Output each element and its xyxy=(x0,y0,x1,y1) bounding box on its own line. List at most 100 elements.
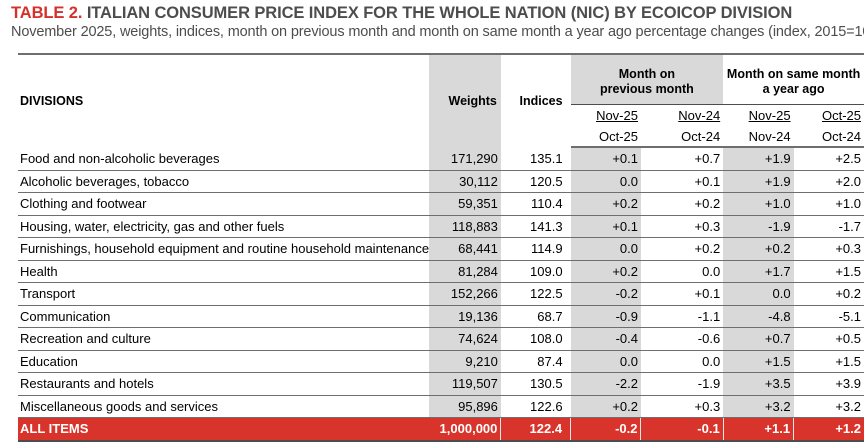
cell-mom-previous-year: +0.7 xyxy=(640,147,724,171)
cell-yoy-current: +0.7 xyxy=(723,327,794,351)
table-row: Communication 19,136 68.7 -0.9 -1.1 -4.8 -5.1 xyxy=(18,305,864,328)
cell-mom-current: 0.0 xyxy=(570,170,641,193)
table-row: Education 9,210 87.4 0.0 0.0 +1.5 +1.5 xyxy=(18,350,864,373)
cell-yoy-previous-month: +2.5 xyxy=(793,147,864,171)
table-row: Food and non-alcoholic beverages 171,290 1… xyxy=(18,147,864,171)
cell-index: 135.1 xyxy=(500,147,571,171)
cell-division: Alcoholic beverages, tobacco xyxy=(18,170,430,193)
cell-division: Transport xyxy=(18,282,430,306)
cell-weight: 81,284 xyxy=(429,260,501,283)
cell-index: 122.4 xyxy=(500,417,572,442)
header-period-mom-cur-top: Nov-25 xyxy=(596,108,638,123)
cell-mom-previous-year: -0.6 xyxy=(640,327,724,351)
cell-yoy-current: +1.0 xyxy=(723,192,794,216)
cell-mom-previous-year: -1.9 xyxy=(640,372,724,396)
cell-index: 130.5 xyxy=(500,372,571,396)
cell-yoy-previous-month: +0.5 xyxy=(793,327,864,351)
cpi-table: DIVISIONS Weights Indices Month on Month… xyxy=(18,53,864,442)
header-period-yoy-prev-top: Oct-25 xyxy=(821,108,861,123)
header-weights: Weights xyxy=(429,53,501,147)
table-subtitle: November 2025, weights, indices, month o… xyxy=(11,24,864,40)
header-period-yoy-cur-top: Nov-25 xyxy=(748,108,791,123)
cell-yoy-previous-month: -1.7 xyxy=(793,215,864,238)
cell-mom-current: -0.4 xyxy=(570,327,641,351)
cell-weight: 9,210 xyxy=(429,350,501,373)
cell-mom-previous-year: +0.2 xyxy=(640,192,724,216)
cell-yoy-current: +3.2 xyxy=(723,395,794,418)
cell-weight: 171,290 xyxy=(429,147,501,171)
header-period-mom-prev-bottom: Oct-24 xyxy=(640,126,724,148)
cell-index: 108.0 xyxy=(500,327,571,351)
cell-division: Communication xyxy=(18,305,430,328)
table-row: Health 81,284 109.0 +0.2 0.0 +1.7 +1.5 xyxy=(18,260,864,283)
header-period-yoy-prev-bottom: Oct-24 xyxy=(793,126,864,148)
cell-division: Food and non-alcoholic beverages xyxy=(18,147,430,171)
cell-mom-previous-year: +0.2 xyxy=(640,237,724,261)
cell-index: 109.0 xyxy=(500,260,571,283)
cell-yoy-previous-month: -5.1 xyxy=(793,305,864,328)
cell-mom-previous-year: 0.0 xyxy=(640,260,724,283)
header-divisions: DIVISIONS xyxy=(18,53,430,147)
cell-division: Clothing and footwear xyxy=(18,192,430,216)
header-period-yoy-cur-bottom: Nov-24 xyxy=(723,126,794,148)
cell-mom-previous-year: +0.3 xyxy=(640,395,724,418)
table-title: TABLE 2. ITALIAN CONSUMER PRICE INDEX FO… xyxy=(11,4,792,23)
header-indices: Indices xyxy=(500,53,571,147)
cell-index: 141.3 xyxy=(500,215,571,238)
cell-mom-current: +0.1 xyxy=(570,147,641,171)
table-title-text: ITALIAN CONSUMER PRICE INDEX FOR THE WHO… xyxy=(86,4,793,22)
cell-yoy-previous-month: +2.0 xyxy=(793,170,864,193)
cell-mom-previous-year: +0.1 xyxy=(640,282,724,306)
cell-mom-current: -0.2 xyxy=(570,417,642,442)
cell-weight: 118,883 xyxy=(429,215,501,238)
cell-division: Furnishings, household equipment and rou… xyxy=(18,237,430,261)
table-row: Clothing and footwear 59,351 110.4 +0.2 +0.2… xyxy=(18,192,864,216)
header-period-mom-prev-top: Nov-24 xyxy=(678,108,721,123)
cell-index: 114.9 xyxy=(500,237,571,261)
cell-division: ALL ITEMS xyxy=(18,417,430,442)
cell-yoy-current: +1.1 xyxy=(723,417,795,442)
cell-index: 122.5 xyxy=(500,282,571,306)
cell-mom-previous-year: +0.3 xyxy=(640,215,724,238)
table-row: Restaurants and hotels 119,507 130.5 -2.2 -1… xyxy=(18,372,864,396)
cell-yoy-previous-month: +3.2 xyxy=(793,395,864,418)
table-row: Alcoholic beverages, tobacco 30,112 120.5 0… xyxy=(18,170,864,193)
cell-mom-previous-year: -0.1 xyxy=(640,417,724,442)
cell-mom-previous-year: +0.1 xyxy=(640,170,724,193)
cell-mom-current: +0.2 xyxy=(570,192,641,216)
cell-mom-previous-year: -1.1 xyxy=(640,305,724,328)
cell-weight: 59,351 xyxy=(429,192,501,216)
cell-index: 120.5 xyxy=(500,170,571,193)
cell-mom-current: 0.0 xyxy=(570,350,641,373)
cell-mom-current: +0.1 xyxy=(570,215,641,238)
cell-yoy-previous-month: +1.0 xyxy=(793,192,864,216)
cell-yoy-previous-month: +1.5 xyxy=(793,350,864,373)
cell-mom-current: -0.9 xyxy=(570,305,641,328)
table-row: Furnishings, household equipment and rou… xyxy=(18,237,864,261)
cell-yoy-current: -4.8 xyxy=(723,305,794,328)
cell-weight: 119,507 xyxy=(429,372,501,396)
cell-yoy-current: +1.9 xyxy=(723,170,794,193)
cell-yoy-previous-month: +0.3 xyxy=(793,237,864,261)
table-body: Food and non-alcoholic beverages 171,290 1… xyxy=(18,147,864,442)
cell-index: 122.6 xyxy=(500,395,571,418)
table-row: Recreation and culture 74,624 108.0 -0.4 -0.… xyxy=(18,327,864,351)
cell-weight: 152,266 xyxy=(429,282,501,306)
cell-yoy-current: +3.5 xyxy=(723,372,794,396)
table-number: TABLE 2. xyxy=(11,4,83,22)
cell-index: 68.7 xyxy=(500,305,571,328)
cell-division: Housing, water, electricity, gas and oth… xyxy=(18,215,430,238)
cell-yoy-current: -1.9 xyxy=(723,215,794,238)
table-row: Miscellaneous goods and services 95,896 12… xyxy=(18,395,864,418)
cell-division: Education xyxy=(18,350,430,373)
header-period-mom-cur-bottom: Oct-25 xyxy=(570,126,641,148)
cell-weight: 30,112 xyxy=(429,170,501,193)
cell-weight: 68,441 xyxy=(429,237,501,261)
cell-yoy-previous-month: +1.2 xyxy=(793,417,864,442)
cell-weight: 95,896 xyxy=(429,395,501,418)
table-row: Housing, water, electricity, gas and oth… xyxy=(18,215,864,238)
cell-yoy-current: +1.5 xyxy=(723,350,794,373)
total-row: ALL ITEMS 1,000,000 122.4 -0.2 -0.1 +1.1 +1.2 xyxy=(18,417,864,442)
cell-mom-current: 0.0 xyxy=(570,237,641,261)
cell-mom-current: +0.2 xyxy=(570,395,641,418)
